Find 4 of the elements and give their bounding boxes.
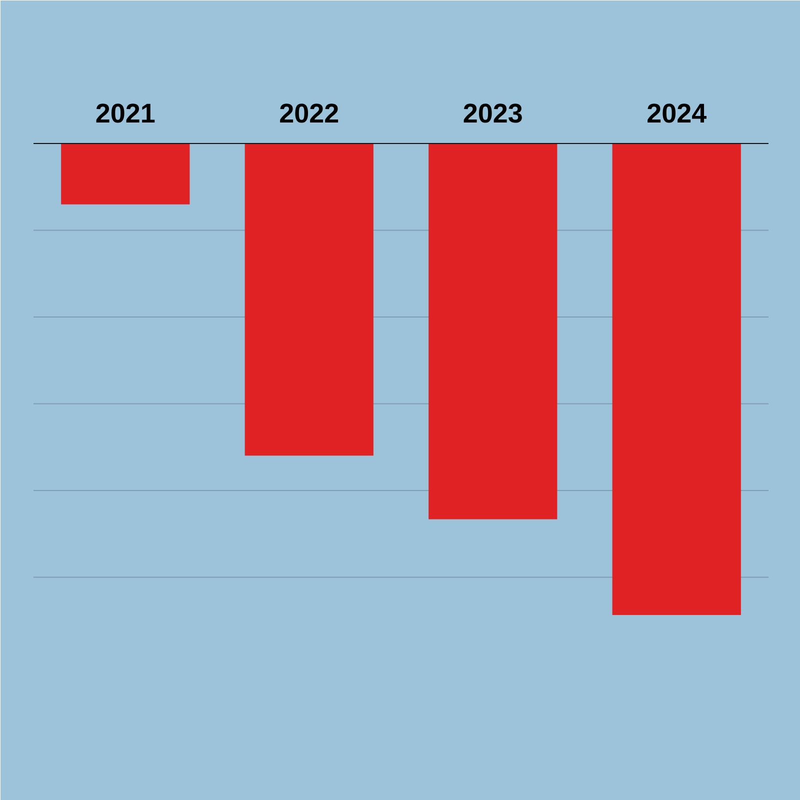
x-tick-label: 2021	[95, 98, 156, 128]
x-tick-label: 2023	[462, 98, 523, 128]
x-tick-label: 2022	[279, 98, 340, 128]
x-tick-label: 2024	[646, 98, 707, 128]
